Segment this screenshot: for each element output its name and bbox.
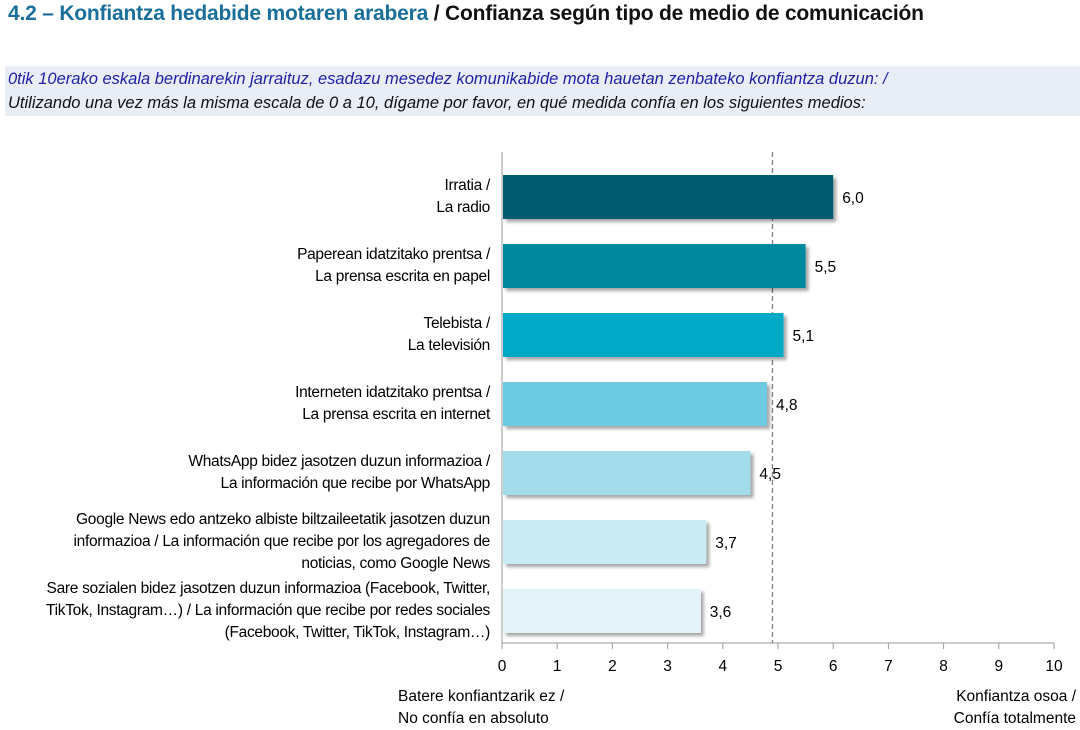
data-label: 4,8 [776, 397, 798, 414]
x-tick-label: 7 [884, 658, 893, 675]
title-spanish: / Confianza según tipo de medio de comun… [433, 2, 924, 25]
data-label: 5,1 [793, 328, 815, 345]
category-label: Paperean idatzitako prentsa / La prensa e… [0, 244, 490, 288]
category-label-line: Irratia / [444, 177, 490, 194]
x-tick-label: 2 [608, 658, 617, 675]
axis-note-min-eu: Batere konfiantzarik ez / [398, 688, 565, 705]
category-label-line: Google News edo antzeko albiste biltzail… [76, 511, 490, 528]
category-label: Sare sozialen bidez jasotzen duzun infor… [0, 578, 490, 644]
question-spanish: Utilizando una vez más la misma escala d… [8, 94, 866, 112]
x-tick-label: 0 [498, 658, 507, 675]
data-label: 6,0 [842, 190, 864, 207]
survey-question: 0tik 10erako eskala berdinarekin jarrait… [5, 66, 1080, 116]
category-label-line: Sare sozialen bidez jasotzen duzun infor… [46, 580, 491, 597]
x-tick-label: 9 [994, 658, 1003, 675]
question-basque: 0tik 10erako eskala berdinarekin jarrait… [8, 70, 888, 88]
x-tick-label: 3 [663, 658, 672, 675]
category-label-line: La radio [436, 199, 490, 216]
axis-note-max: Konfiantza osoa / Confía totalmente [954, 686, 1076, 730]
bar [503, 520, 707, 564]
axis-note-min-es: No confía en absoluto [398, 710, 549, 727]
chart-title: 4.2 – Konfiantza hedabide motaren araber… [8, 2, 1078, 26]
x-tick-label: 6 [829, 658, 838, 675]
bar [503, 451, 751, 495]
x-tick-label: 1 [553, 658, 562, 675]
category-label-line: La información que recibe por WhatsApp [220, 475, 491, 492]
category-label: Google News edo antzeko albiste biltzail… [0, 509, 490, 575]
data-label: 5,5 [815, 259, 837, 276]
category-label: WhatsApp bidez jasotzen duzun informazio… [0, 451, 490, 495]
bar [503, 313, 784, 357]
bar [503, 244, 806, 288]
x-tick-label: 4 [718, 658, 727, 675]
category-label: Telebista / La televisión [0, 313, 491, 357]
category-label-line: WhatsApp bidez jasotzen duzun informazio… [188, 453, 490, 470]
bar [503, 589, 701, 633]
category-label-line: (Facebook, Twitter, TikTok, Instagram…) [224, 624, 491, 641]
x-tick-label: 10 [1045, 658, 1063, 675]
category-label-line: Paperean idatzitako prentsa / [297, 246, 490, 263]
category-label: Irratia / La radio [0, 175, 490, 219]
axis-note-max-es: Confía totalmente [953, 710, 1076, 727]
category-label-line: TikTok, Instagram…) / La información que… [46, 602, 490, 619]
data-label: 3,7 [715, 535, 737, 552]
category-label-line: informazioa / La información que recibe … [73, 533, 490, 550]
bar [503, 175, 834, 219]
category-label-line: Interneten idatzitako prentsa / [295, 384, 490, 401]
data-label: 3,6 [710, 604, 732, 621]
axis-note-max-eu: Konfiantza osoa / [956, 688, 1076, 705]
category-label-line: noticias, como Google News [301, 555, 490, 572]
x-tick-label: 5 [774, 658, 783, 675]
category-label-line: Telebista / [423, 315, 491, 332]
axis-note-min: Batere konfiantzarik ez / No confía en a… [398, 686, 564, 730]
category-label: Interneten idatzitako prentsa / La prensa… [0, 382, 490, 426]
category-label-line: La prensa escrita en papel [315, 268, 490, 285]
title-basque: 4.2 – Konfiantza hedabide motaren araber… [8, 2, 429, 25]
data-label: 4,5 [759, 466, 781, 483]
x-tick-label: 8 [939, 658, 948, 675]
bar [503, 382, 767, 426]
category-label-line: La televisión [407, 337, 491, 354]
category-label-line: La prensa escrita en internet [302, 406, 490, 423]
